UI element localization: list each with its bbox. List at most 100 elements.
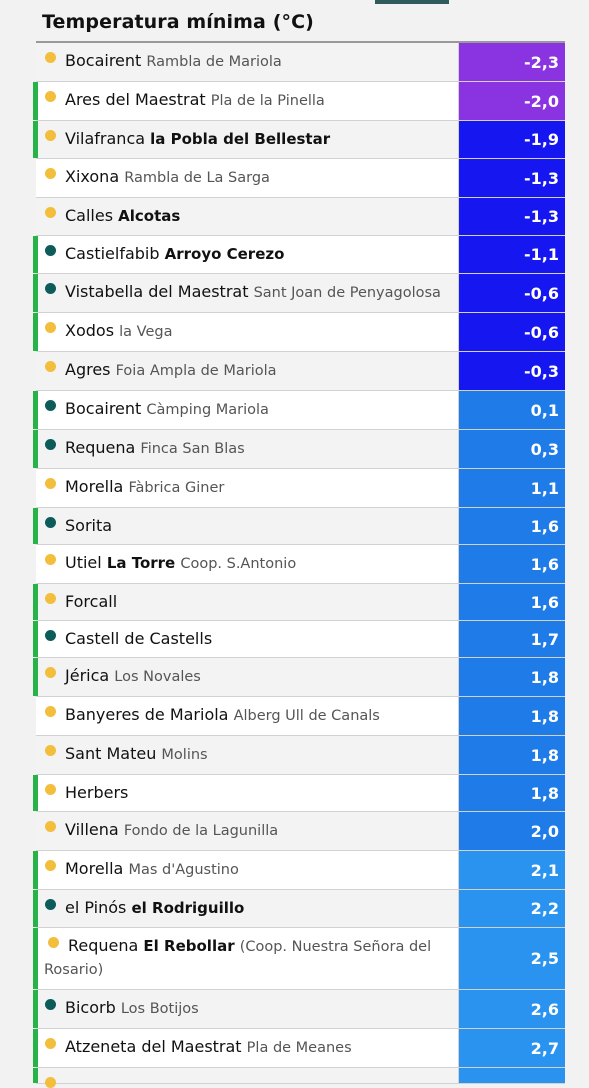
station-icon [45, 439, 56, 450]
table-row: Sant Mateu Molins 1,8 [36, 736, 565, 775]
station-name: Calles [65, 206, 114, 225]
station-location: Sant Joan de Penyagolosa [253, 285, 441, 301]
temperature-value: 1,6 [459, 584, 565, 620]
station-cell: Villena Fondo de la Lagunilla [36, 812, 459, 850]
station-location: Mas d'Agustino [128, 862, 239, 878]
temperature-value: 2,1 [459, 851, 565, 889]
table-row: Calles Alcotas -1,3 [36, 198, 565, 236]
highlight-bar [33, 430, 38, 468]
station-icon [45, 899, 56, 910]
station-location: El Rebollar [143, 937, 235, 955]
temperature-value: -1,1 [459, 236, 565, 273]
table-row: Sorita 1,6 [33, 508, 565, 545]
station-cell: Vilafranca la Pobla del Bellestar [33, 121, 459, 158]
station-name: Utiel [65, 553, 102, 572]
table-row: Vistabella del Maestrat Sant Joan de Pen… [33, 274, 565, 313]
station-name: Castell de Castells [65, 629, 213, 648]
station-location: Fondo de la Lagunilla [123, 823, 279, 839]
station-location: Pla de la Pinella [210, 93, 325, 109]
temperature-value: -2,0 [459, 82, 565, 120]
table-row: Morella Fàbrica Giner 1,1 [36, 469, 565, 508]
station-location: Càmping Mariola [146, 402, 269, 418]
temperature-value: 0,1 [459, 391, 565, 429]
sun-icon [45, 478, 56, 489]
table-row: Banyeres de Mariola Alberg Ull de Canals… [36, 697, 565, 736]
temperature-value: -0,6 [459, 274, 565, 312]
temperature-value: 0,3 [459, 430, 565, 468]
table-row: Morella Mas d'Agustino 2,1 [33, 851, 565, 890]
table-row: Requena El Rebollar (Coop. Nuestra Señor… [33, 928, 565, 990]
station-icon [45, 999, 56, 1010]
station-cell: Atzeneta del Maestrat Pla de Meanes [33, 1029, 459, 1067]
station-cell: Calles Alcotas [36, 198, 459, 235]
table-row: Castell de Castells 1,7 [33, 621, 565, 658]
station-name: el Pinós [65, 898, 127, 917]
top-tab-indicator [375, 0, 449, 4]
station-cell: Jérica Los Novales [33, 658, 459, 696]
station-name: Sant Mateu [65, 744, 157, 763]
table-row: Atzeneta del Maestrat Pla de Meanes 2,7 [33, 1029, 565, 1068]
highlight-bar [33, 82, 38, 120]
table-title: Temperatura mínima (°C) [42, 11, 314, 33]
table-row: Agres Foia Ampla de Mariola -0,3 [36, 352, 565, 391]
temperature-value: -1,3 [459, 198, 565, 235]
station-name: Agres [65, 360, 111, 379]
table-row: Requena Finca San Blas 0,3 [33, 430, 565, 469]
sun-icon [45, 91, 56, 102]
table-row: Utiel La Torre Coop. S.Antonio 1,6 [36, 545, 565, 584]
sun-icon [45, 860, 56, 871]
highlight-bar [33, 928, 38, 989]
station-name: Morella [65, 477, 124, 496]
station-cell: el Pinós el Rodriguillo [33, 890, 459, 927]
temperature-value: 1,8 [459, 775, 565, 811]
station-cell: Xixona Rambla de La Sarga [36, 159, 459, 197]
station-location: Alcotas [118, 207, 181, 225]
station-location: Los Novales [114, 669, 201, 685]
highlight-bar [33, 584, 38, 620]
temperature-value: -1,3 [459, 159, 565, 197]
temperature-value: 1,8 [459, 658, 565, 696]
station-name: Xixona [65, 167, 120, 186]
temperature-value: 1,6 [459, 508, 565, 544]
sun-icon [45, 1077, 56, 1088]
station-name: Vilafranca [65, 129, 146, 148]
table-row: Jérica Los Novales 1,8 [33, 658, 565, 697]
station-name: Vistabella del Maestrat [65, 282, 249, 301]
station-location: Finca San Blas [140, 441, 245, 457]
temperature-value: 2,2 [459, 890, 565, 927]
station-name: Morella [65, 859, 124, 878]
station-name: Bicorb [65, 998, 116, 1017]
station-cell: Morella Fàbrica Giner [36, 469, 459, 507]
highlight-bar [33, 121, 38, 158]
station-name: Sorita [65, 516, 113, 535]
station-location: el Rodriguillo [131, 899, 245, 917]
station-cell: Sant Mateu Molins [36, 736, 459, 774]
station-cell: Bocairent Càmping Mariola [33, 391, 459, 429]
station-name: Bocairent [65, 399, 142, 418]
table-row [33, 1068, 565, 1088]
station-cell: Xodos la Vega [33, 313, 459, 351]
station-icon [45, 400, 56, 411]
temperature-table: Bocairent Rambla de Mariola -2,3 Ares del … [33, 41, 565, 1088]
highlight-bar [33, 851, 38, 889]
station-name: Jérica [65, 666, 110, 685]
station-name: Ares del Maestrat [65, 90, 206, 109]
sun-icon [48, 937, 59, 948]
station-cell: Castielfabib Arroyo Cerezo [33, 236, 459, 273]
station-cell: Banyeres de Mariola Alberg Ull de Canals [36, 697, 459, 735]
station-cell: Agres Foia Ampla de Mariola [36, 352, 459, 390]
station-cell [33, 1068, 459, 1088]
highlight-bar [33, 236, 38, 273]
station-cell: Ares del Maestrat Pla de la Pinella [33, 82, 459, 120]
sun-icon [45, 554, 56, 565]
sun-icon [45, 1038, 56, 1049]
temperature-value: 1,7 [459, 621, 565, 657]
sun-icon [45, 168, 56, 179]
table-row: Bocairent Rambla de Mariola -2,3 [36, 43, 565, 82]
table-row: Bicorb Los Botijos 2,6 [33, 990, 565, 1029]
temperature-value: -0,3 [459, 352, 565, 390]
station-name: Castielfabib [65, 244, 160, 263]
sun-icon [45, 207, 56, 218]
highlight-bar [33, 621, 38, 657]
table-row: Xixona Rambla de La Sarga -1,3 [36, 159, 565, 198]
